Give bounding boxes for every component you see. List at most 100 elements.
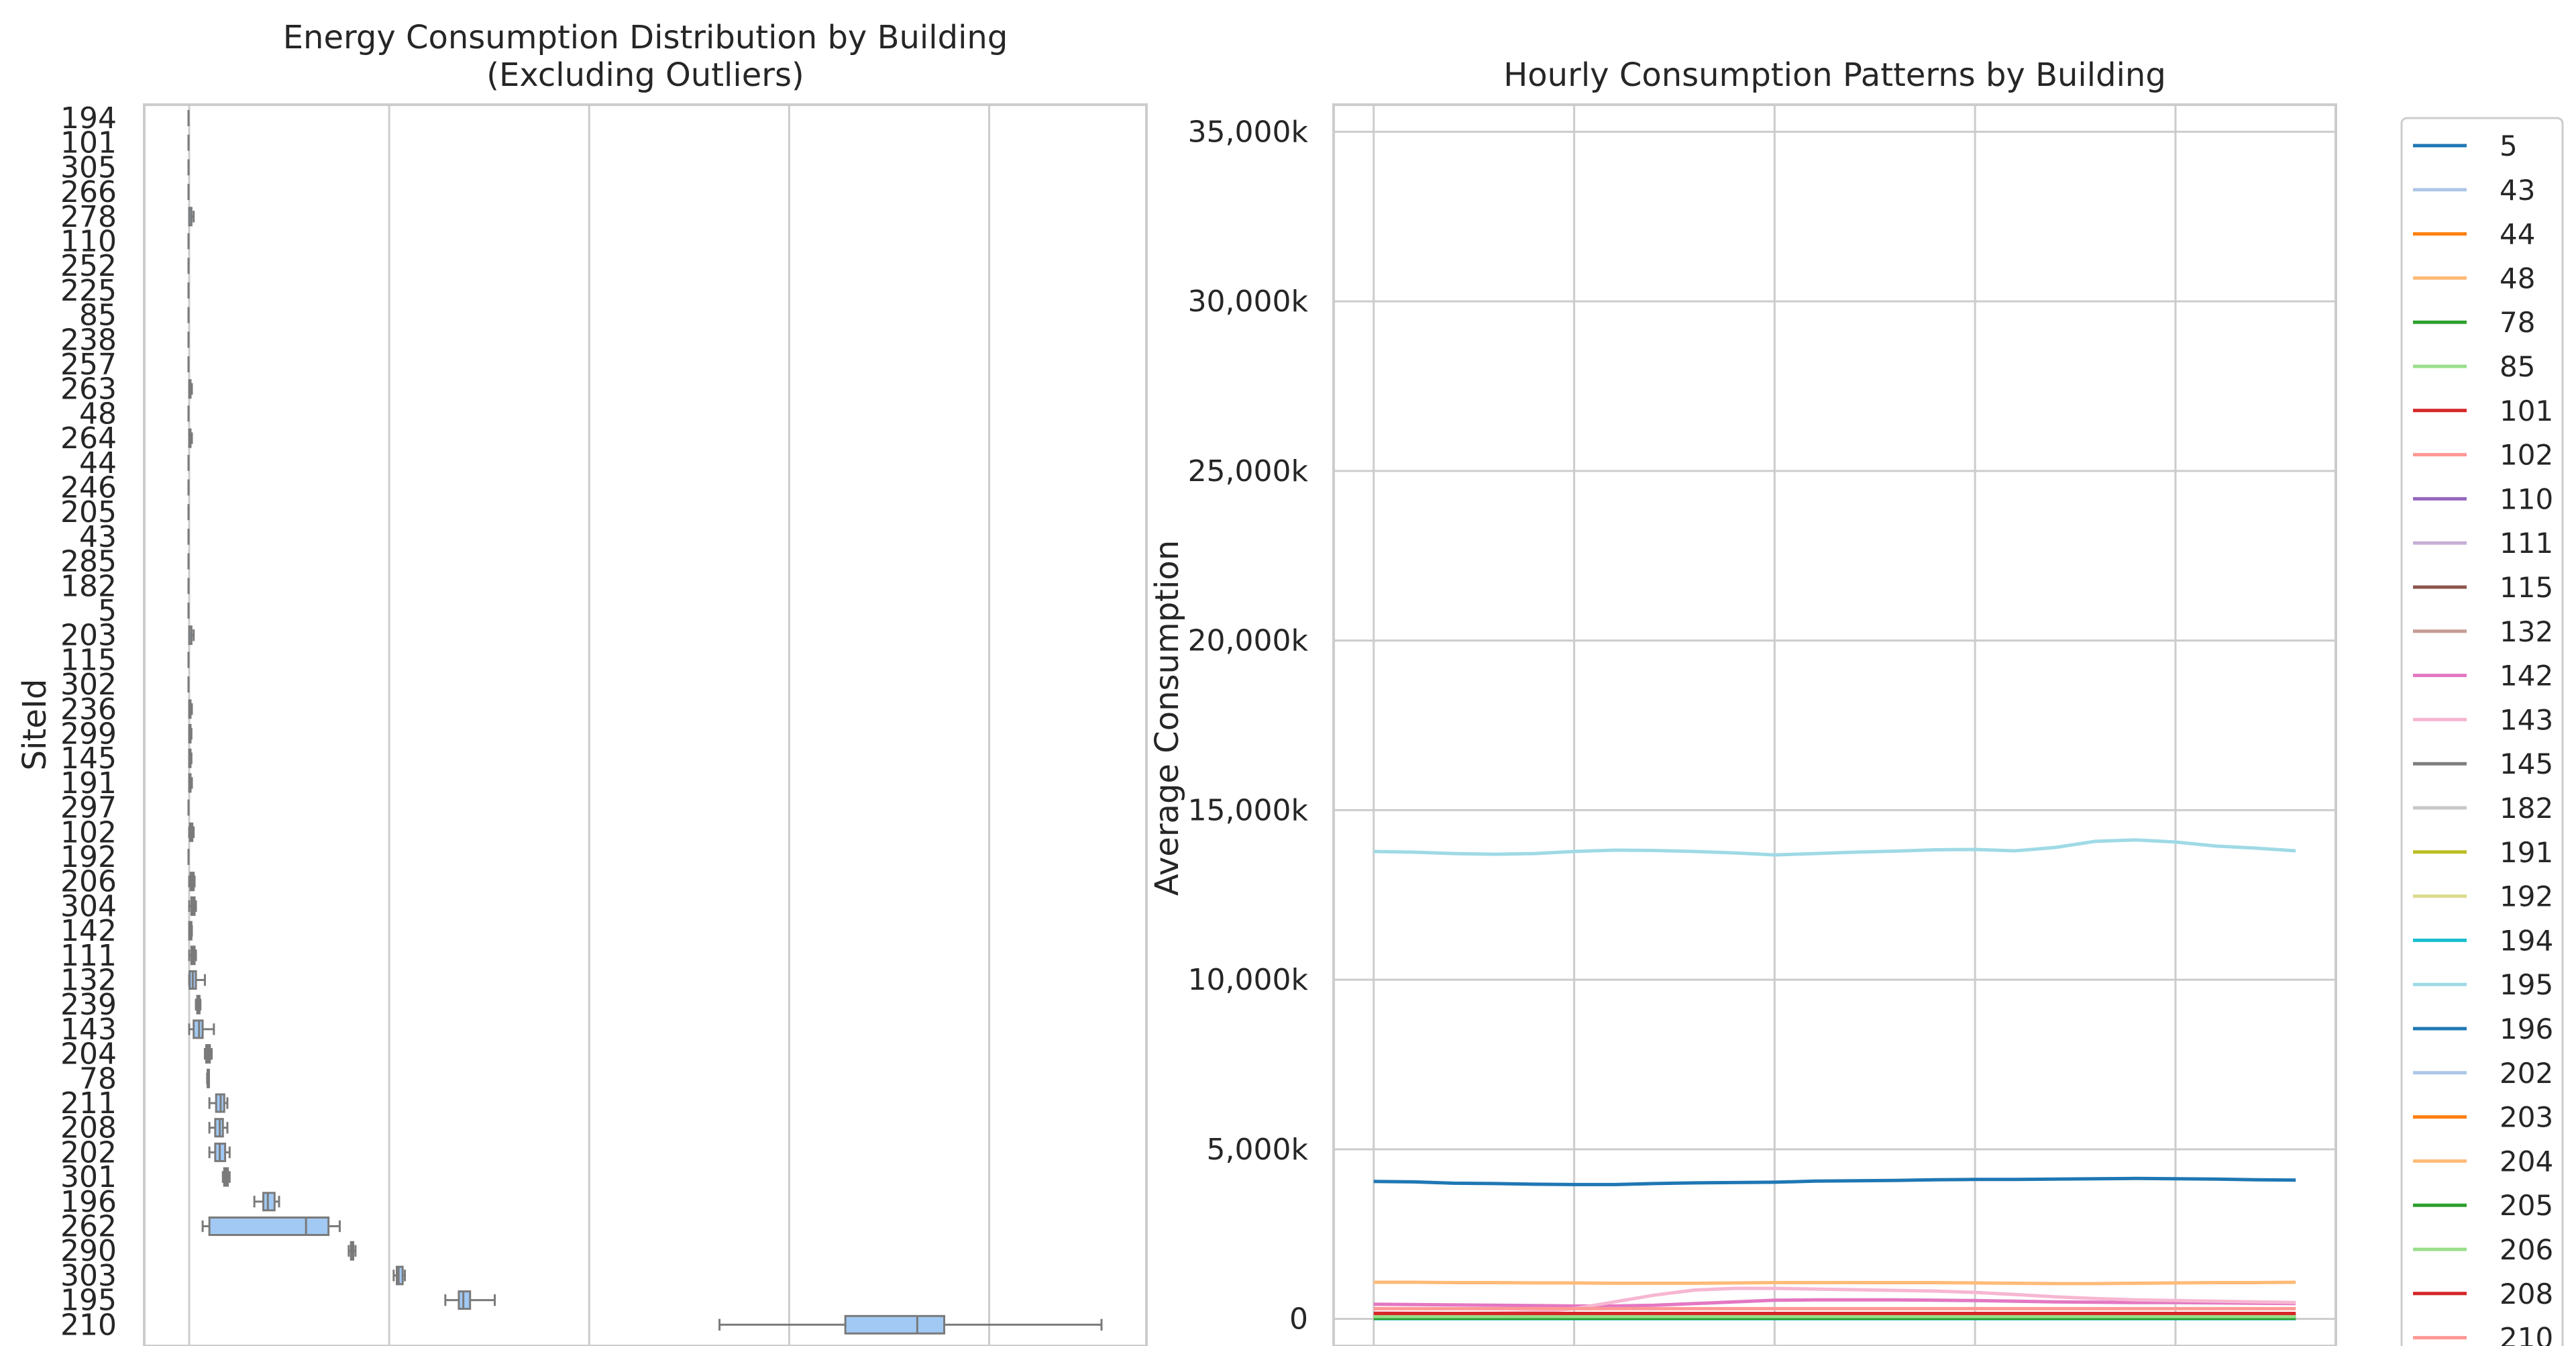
boxplot-iqr-rect — [262, 1192, 276, 1212]
boxplot-box — [188, 896, 197, 916]
line-y-tick-label: 25,000k — [1188, 454, 1309, 488]
boxplot-y-tick-label: 205 — [60, 495, 117, 529]
boxplot-y-tick-label: 238 — [60, 323, 117, 357]
legend-item: 210 — [2413, 1322, 2553, 1346]
legend-label: 194 — [2500, 924, 2553, 957]
boxplot-box — [188, 970, 206, 990]
line-axes-frame — [1332, 103, 2337, 1346]
boxplot-y-tick-label: 297 — [60, 791, 117, 825]
legend-item: 48 — [2413, 262, 2535, 295]
boxplot-y-tick-label: 301 — [60, 1160, 117, 1194]
boxplot-y-tick-label: 264 — [60, 421, 117, 456]
legend-label: 182 — [2500, 792, 2553, 825]
line-series-204 — [1373, 1280, 2296, 1286]
legend-item: 132 — [2413, 615, 2553, 648]
legend-label: 48 — [2500, 262, 2535, 295]
line-series-196 — [1373, 1176, 2296, 1186]
boxplot-y-tick-label: 211 — [60, 1086, 117, 1121]
legend-label: 85 — [2500, 350, 2535, 383]
boxplot-y-tick-label: 85 — [79, 299, 117, 333]
legend-label: 204 — [2500, 1145, 2553, 1178]
boxplot-y-tick-label: 43 — [79, 520, 117, 554]
legend-item: 110 — [2413, 482, 2553, 515]
legend-label: 44 — [2500, 218, 2535, 251]
boxplot-box — [221, 1167, 231, 1187]
boxplot-box — [392, 1265, 407, 1286]
boxplot-y-tick-label: 303 — [60, 1259, 117, 1293]
boxplot-y-tick-label: 101 — [60, 126, 117, 160]
boxplot-box — [188, 748, 193, 768]
boxplot-box — [208, 1118, 229, 1138]
line-y-tick-labels: 0 5,000k 10,000k 15,000k 20,000k 25,000k 30,00… — [1188, 115, 1309, 1336]
boxplot-axes-frame — [143, 103, 1148, 1346]
boxplot-y-tick-label: 239 — [60, 988, 117, 1022]
legend-label: 5 — [2500, 130, 2518, 162]
boxplot-y-tick-label: 182 — [60, 569, 117, 603]
legend-label: 145 — [2500, 747, 2553, 780]
legend-item: 5 — [2413, 130, 2518, 162]
legend-label: 143 — [2500, 703, 2553, 736]
boxplot-box — [188, 379, 193, 399]
boxplot-y-tick-label: 225 — [60, 274, 117, 308]
boxplot-y-tick-label: 102 — [60, 815, 117, 849]
legend-item: 145 — [2413, 747, 2553, 780]
boxplot-title-line-1: Energy Consumption Distribution by Build… — [283, 19, 1008, 56]
boxplot-y-tick-label: 202 — [60, 1135, 117, 1170]
line-ylabel: Average Consumption — [1148, 540, 1186, 896]
line-series-195 — [1373, 838, 2296, 857]
boxplot-y-tick-label: 304 — [60, 889, 117, 923]
line-series-group — [1373, 838, 2296, 1321]
boxplot-y-tick-label: 78 — [79, 1062, 117, 1096]
boxplot-box — [188, 625, 195, 645]
legend-label: 102 — [2500, 439, 2553, 472]
boxplot-box — [188, 773, 193, 793]
boxplot-title-line-2: (Excluding Outliers) — [486, 56, 804, 94]
boxplot-y-tick-label: 290 — [60, 1234, 117, 1268]
boxplot-marks — [187, 110, 1103, 1335]
legend-item: 44 — [2413, 218, 2535, 251]
legend-item: 43 — [2413, 174, 2535, 207]
boxplot-y-tick-label: 278 — [60, 200, 117, 234]
boxplot-y-tick-label: 266 — [60, 175, 117, 209]
legend-item: 194 — [2413, 924, 2553, 957]
boxplot-box — [206, 1068, 210, 1088]
boxplot-box — [208, 1093, 229, 1113]
legend-item: 143 — [2413, 703, 2553, 736]
boxplot-y-tick-label: 132 — [60, 964, 117, 998]
boxplot-box — [188, 945, 197, 966]
boxplot-y-tick-label: 115 — [60, 643, 117, 677]
boxplot-box — [208, 1142, 231, 1162]
boxplot-y-tick-label: 203 — [60, 619, 117, 653]
legend-item: 206 — [2413, 1233, 2553, 1266]
legend-label: 110 — [2500, 482, 2553, 515]
legend-label: 195 — [2500, 968, 2553, 1001]
line-gridlines — [1334, 105, 2336, 1346]
boxplot-y-tick-label: 285 — [60, 545, 117, 579]
boxplot-box — [188, 872, 196, 892]
boxplot-iqr-rect — [396, 1265, 404, 1286]
boxplot-y-tick-label: 48 — [79, 397, 117, 431]
legend-item: 101 — [2413, 395, 2553, 427]
boxplot-box — [188, 822, 195, 842]
line-y-tick-label: 30,000k — [1188, 284, 1309, 319]
line-title: Hourly Consumption Patterns by Building — [1503, 56, 2166, 94]
legend-item: 111 — [2413, 527, 2553, 560]
legend-item: 205 — [2413, 1189, 2553, 1222]
boxplot-y-tick-label: 252 — [60, 249, 117, 283]
legend-label: 43 — [2500, 174, 2535, 207]
line-y-tick-label: 0 — [1289, 1302, 1308, 1337]
legend-label: 208 — [2500, 1278, 2553, 1310]
legend-item: 182 — [2413, 792, 2553, 825]
boxplot-y-tick-label: 246 — [60, 471, 117, 505]
line-y-tick-label: 10,000k — [1188, 963, 1309, 997]
line-y-tick-label: 35,000k — [1188, 115, 1309, 149]
boxplot-panel: Energy Consumption Distribution by Build… — [16, 19, 1148, 1346]
line-y-tick-label: 5,000k — [1207, 1133, 1309, 1167]
legend-label: 206 — [2500, 1233, 2553, 1266]
legend-item: 204 — [2413, 1145, 2553, 1178]
legend-label: 191 — [2500, 836, 2553, 869]
boxplot-box — [253, 1192, 280, 1212]
boxplot-box — [188, 1019, 215, 1039]
